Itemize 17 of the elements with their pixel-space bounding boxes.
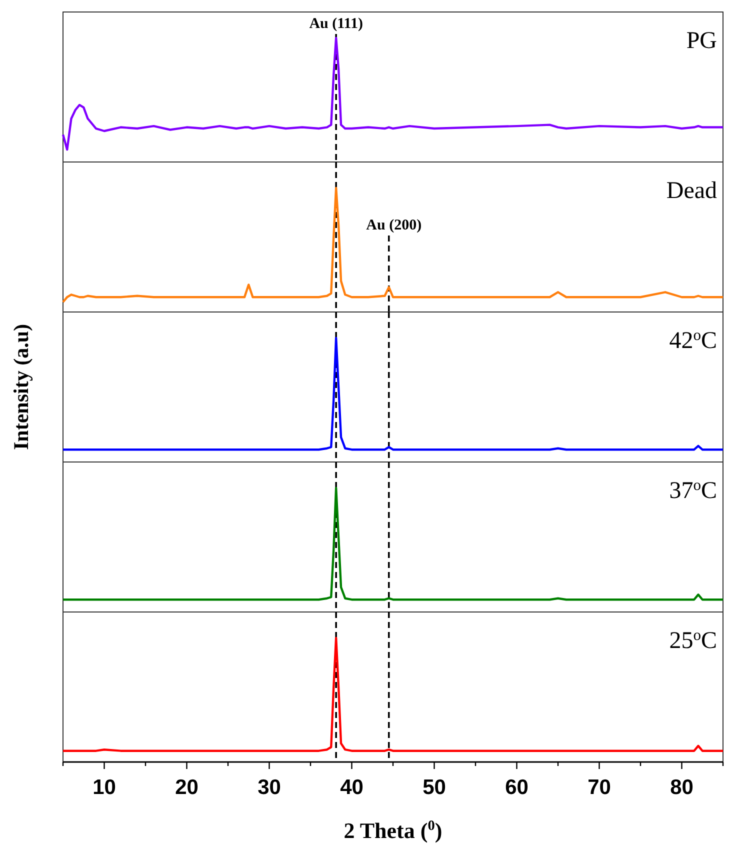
- x-tick-label: 60: [505, 776, 528, 799]
- x-tick-label: 20: [175, 776, 198, 799]
- x-tick-label: 80: [670, 776, 694, 799]
- x-tick-label: 10: [92, 776, 116, 799]
- chart-title: 37$^{o}$C: [669, 476, 717, 504]
- chart-title: 42$^{o}$C: [669, 326, 717, 354]
- x-tick-label: 30: [258, 776, 281, 799]
- x-tick-label: 70: [588, 776, 611, 799]
- chart-title: Dead: [666, 178, 717, 204]
- chart-title: PG: [686, 28, 717, 54]
- x-axis-title: 2 Theta ($^{0}$): [344, 818, 442, 843]
- chart-title: 25$^{o}$C: [669, 626, 717, 654]
- x-tick-label: 40: [340, 776, 364, 799]
- x-tick-label: 50: [422, 776, 446, 799]
- ref-line-label: Au (200): [366, 218, 422, 234]
- ref-line-label: Au (111): [309, 16, 363, 32]
- y-axis-title: Intensity (a.u): [9, 324, 33, 450]
